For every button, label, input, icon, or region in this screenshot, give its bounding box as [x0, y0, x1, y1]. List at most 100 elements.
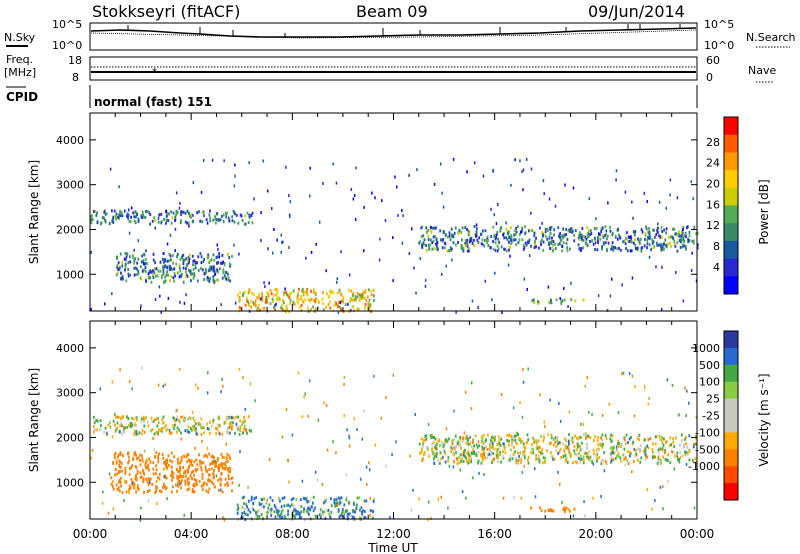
colorbar-swatch	[724, 483, 738, 501]
colorbar-tick: 16	[706, 198, 720, 211]
colorbar-swatch	[724, 276, 738, 295]
colorbar-swatch	[724, 381, 738, 399]
nave-label: Nave	[748, 64, 776, 77]
power-colorbar: 28 24 20 16 12 8 4	[706, 116, 739, 295]
y-tick-label: 3000	[56, 179, 84, 192]
colorbar-tick: 12	[706, 219, 720, 232]
nsky-tick-high: 10^5	[52, 18, 82, 31]
cpid-label: CPID	[6, 90, 38, 104]
x-tick-label: 00:00	[680, 527, 715, 541]
colorbar-tick: 24	[706, 157, 720, 170]
y-tick-label: 3000	[56, 387, 84, 400]
colorbar-tick: 500	[699, 359, 720, 372]
noise-scatter	[90, 366, 698, 522]
nsky-label: N.Sky	[4, 31, 36, 44]
colorbar-swatch	[724, 415, 738, 433]
colorbar-tick: 28	[706, 136, 720, 149]
colorbar-swatch	[724, 258, 738, 277]
scatter-region-1	[110, 450, 234, 495]
scatter-region-0	[90, 209, 254, 226]
power-data-cells	[90, 157, 699, 314]
x-axis-label: Time UT	[367, 541, 418, 554]
colorbar-swatch	[724, 205, 738, 224]
nsearch-trace	[90, 29, 697, 39]
nsearch-tick-low: 10^0	[704, 39, 734, 52]
scatter-region-4	[530, 506, 576, 513]
colorbar-swatch	[724, 152, 738, 171]
colorbar-tick: -100	[695, 426, 720, 439]
colorbar-swatch	[724, 449, 738, 467]
colorbar-swatch	[724, 223, 738, 242]
y-tick-label: 4000	[56, 134, 84, 147]
power-colorbar-label: Power [dB]	[757, 179, 771, 244]
colorbar-swatch	[724, 240, 738, 259]
y-tick-label: 1000	[56, 476, 84, 489]
y-tick-label: 4000	[56, 342, 84, 355]
colorbar-tick: 8	[713, 240, 720, 253]
power-panel: 1000 2000 3000 4000 Slant Range [km]	[27, 112, 699, 314]
nsky-trace	[90, 27, 697, 38]
colorbar-tick: 20	[706, 177, 720, 190]
scatter-region-1	[115, 251, 233, 284]
x-tick-label: 00:00	[73, 527, 108, 541]
x-tick-label: 20:00	[579, 527, 614, 541]
nsky-tick-low: 10^0	[52, 39, 82, 52]
freq-tick-high: 18	[68, 54, 82, 67]
scatter-region-4	[531, 298, 585, 305]
x-tick-label: 08:00	[275, 527, 310, 541]
colorbar-tick: -25	[702, 410, 720, 423]
station-title: Stokkseyri (fitACF)	[92, 2, 240, 21]
nsky-panel: N.Sky 10^5 10^0 10^5 10^0 N.Search	[4, 18, 796, 52]
freq-label-2: [MHz]	[4, 66, 36, 79]
power-y-label: Slant Range [km]	[27, 160, 41, 264]
y-tick-label: 2000	[56, 431, 84, 444]
freq-tick-low: 8	[72, 71, 79, 84]
scatter-region-3	[419, 225, 699, 253]
colorbar-swatch	[724, 187, 738, 206]
x-tick-label: 16:00	[477, 527, 512, 541]
nave-tick-low: 0	[706, 71, 713, 84]
velocity-colorbar: 1000 500 100 25 -25 -100 -500 -1000	[688, 330, 739, 501]
velocity-data-cells	[90, 366, 698, 522]
colorbar-swatch	[724, 331, 738, 349]
freq-glitch-mark: *	[152, 67, 157, 78]
nsky-spikes	[127, 24, 681, 37]
freq-label-1: Freq.	[6, 53, 33, 66]
velocity-y-axis: 1000 2000 3000 4000	[56, 321, 698, 519]
colorbar-swatch	[724, 347, 738, 366]
time-x-axis: 00:00 04:00 08:00 12:00 16:00 20:00 00:00	[73, 527, 715, 541]
scatter-region-2	[236, 495, 375, 522]
colorbar-tick: 1000	[692, 342, 720, 355]
colorbar-tick: 4	[713, 261, 720, 274]
cpid-panel: CPID normal (fast) 151	[6, 85, 698, 109]
colorbar-swatch	[724, 466, 738, 484]
nave-tick-high: 60	[706, 54, 720, 67]
colorbar-swatch	[724, 117, 738, 135]
power-y-axis: 1000 2000 3000 4000	[56, 113, 698, 311]
x-tick-label: 04:00	[174, 527, 209, 541]
date-title: 09/Jun/2014	[588, 2, 685, 21]
y-tick-label: 1000	[56, 268, 84, 281]
y-tick-label: 2000	[56, 223, 84, 236]
colorbar-swatch	[724, 170, 738, 189]
freq-panel: * Freq. [MHz] 18 8 60 0 Nave	[4, 53, 776, 84]
scatter-region-3	[418, 433, 698, 466]
colorbar-tick: -500	[695, 443, 720, 456]
nsearch-label: N.Search	[746, 31, 796, 44]
colorbar-swatch	[724, 134, 738, 153]
colorbar-swatch	[724, 432, 738, 450]
colorbar-swatch	[724, 364, 738, 382]
x-tick-label: 12:00	[376, 527, 411, 541]
velocity-panel: 1000 2000 3000 4000 Slant Range [km]	[27, 320, 698, 522]
colorbar-tick: -1000	[688, 460, 720, 473]
nsearch-tick-high: 10^5	[704, 18, 734, 31]
scatter-region-2	[237, 287, 375, 314]
colorbar-tick: 25	[706, 393, 720, 406]
cpid-value: normal (fast) 151	[94, 95, 212, 109]
beam-title: Beam 09	[356, 2, 428, 21]
velocity-y-label: Slant Range [km]	[27, 368, 41, 472]
scatter-region-0	[92, 415, 253, 436]
velocity-colorbar-label: Velocity [m s⁻¹]	[757, 373, 771, 466]
colorbar-tick: 100	[699, 376, 720, 389]
